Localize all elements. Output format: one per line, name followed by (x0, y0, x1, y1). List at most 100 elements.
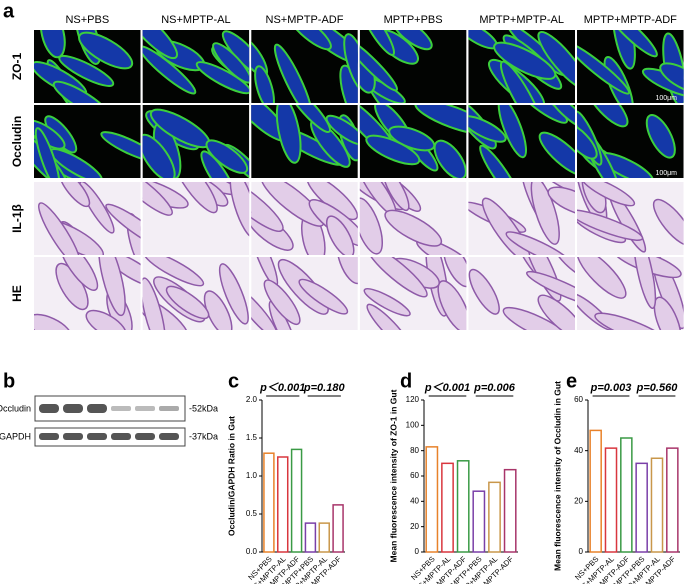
villus (581, 182, 636, 207)
villus (218, 263, 249, 325)
villus (365, 134, 421, 166)
micrograph (468, 30, 575, 103)
column-header: MPTP+PBS (384, 14, 443, 26)
bar (589, 429, 602, 553)
p-value: p=0.006 (473, 382, 516, 394)
villus (594, 312, 669, 330)
villus (433, 139, 467, 178)
bar (441, 462, 454, 553)
villus (577, 42, 631, 95)
y-tick-label: 120 (406, 395, 420, 404)
villus (59, 257, 99, 291)
villus (577, 209, 644, 241)
micrograph (251, 257, 358, 330)
bar (604, 447, 618, 553)
villus (212, 42, 250, 84)
villus (577, 122, 598, 160)
villus (468, 268, 500, 315)
villus (263, 279, 301, 326)
villus (339, 64, 358, 103)
villus (142, 45, 197, 95)
bar (620, 437, 633, 553)
villus (142, 277, 166, 330)
micrograph (359, 182, 467, 255)
bar (650, 457, 664, 553)
panel-label: a (3, 0, 15, 22)
villus (142, 182, 173, 216)
blot-label: GAPDH (0, 431, 31, 441)
villus (479, 144, 522, 178)
micrograph (359, 30, 467, 103)
villus (497, 105, 528, 159)
bar (263, 452, 275, 553)
villus (366, 303, 412, 330)
villus (275, 105, 302, 164)
villus (519, 105, 568, 124)
micrograph (251, 105, 358, 178)
column-header: MPTP+MPTP-AL (479, 14, 564, 26)
micrograph (468, 105, 575, 178)
row-label: ZO-1 (10, 53, 24, 81)
villus (645, 114, 676, 159)
villus (325, 114, 358, 146)
panel-label: e (566, 370, 577, 392)
micrograph (577, 182, 684, 255)
y-tick-label: 100 (406, 420, 420, 429)
villus (78, 31, 134, 70)
villus (105, 257, 141, 287)
villus (286, 105, 332, 134)
villus (165, 285, 210, 320)
villus (382, 182, 410, 212)
row-label: Occludin (10, 116, 24, 167)
bar (277, 456, 289, 553)
villus (538, 131, 575, 177)
row-label: HE (10, 285, 24, 302)
bar (304, 522, 317, 553)
y-tick-label: 20 (410, 522, 419, 531)
y-axis-label: Mean fluorescence intensity of ZO-1 in G… (388, 389, 398, 562)
panel-label: d (400, 370, 412, 392)
y-tick-label: 0.5 (246, 509, 258, 518)
micrograph (142, 257, 250, 330)
y-axis-label: Mean fluorescence intensity of Occludin … (552, 381, 562, 571)
villus (633, 257, 657, 310)
bar (425, 446, 439, 553)
villus (105, 203, 141, 252)
villus (653, 296, 682, 330)
villus (336, 257, 358, 285)
micrograph (34, 257, 141, 330)
villus (468, 115, 507, 143)
micrograph (577, 257, 684, 330)
blot-label: Occludin (0, 403, 31, 413)
micrograph (142, 182, 250, 255)
villus (359, 30, 395, 56)
villus (273, 43, 313, 103)
villus (98, 257, 126, 317)
villus (39, 30, 66, 59)
villus (58, 182, 91, 208)
column-header: NS+MPTP-ADF (266, 14, 344, 26)
villus (100, 131, 141, 162)
villus (392, 30, 433, 51)
villus (502, 306, 572, 330)
villus (548, 105, 575, 130)
villus (200, 150, 236, 178)
bar (332, 504, 344, 553)
villus (577, 257, 627, 299)
micrograph (468, 182, 575, 255)
micrograph (359, 105, 467, 178)
blot-frame (34, 427, 186, 447)
villus (34, 127, 61, 178)
villus (414, 105, 467, 135)
villus (172, 182, 218, 214)
villus (298, 278, 349, 315)
bar (503, 468, 517, 553)
villus (547, 186, 575, 217)
p-value: p=0.180 (303, 382, 346, 394)
blot-size: -52kDa (189, 403, 218, 413)
y-tick-label: 0 (579, 547, 584, 556)
panel-label: c (228, 370, 239, 392)
villus (142, 133, 176, 178)
villus (359, 197, 384, 255)
micrograph (251, 182, 358, 255)
